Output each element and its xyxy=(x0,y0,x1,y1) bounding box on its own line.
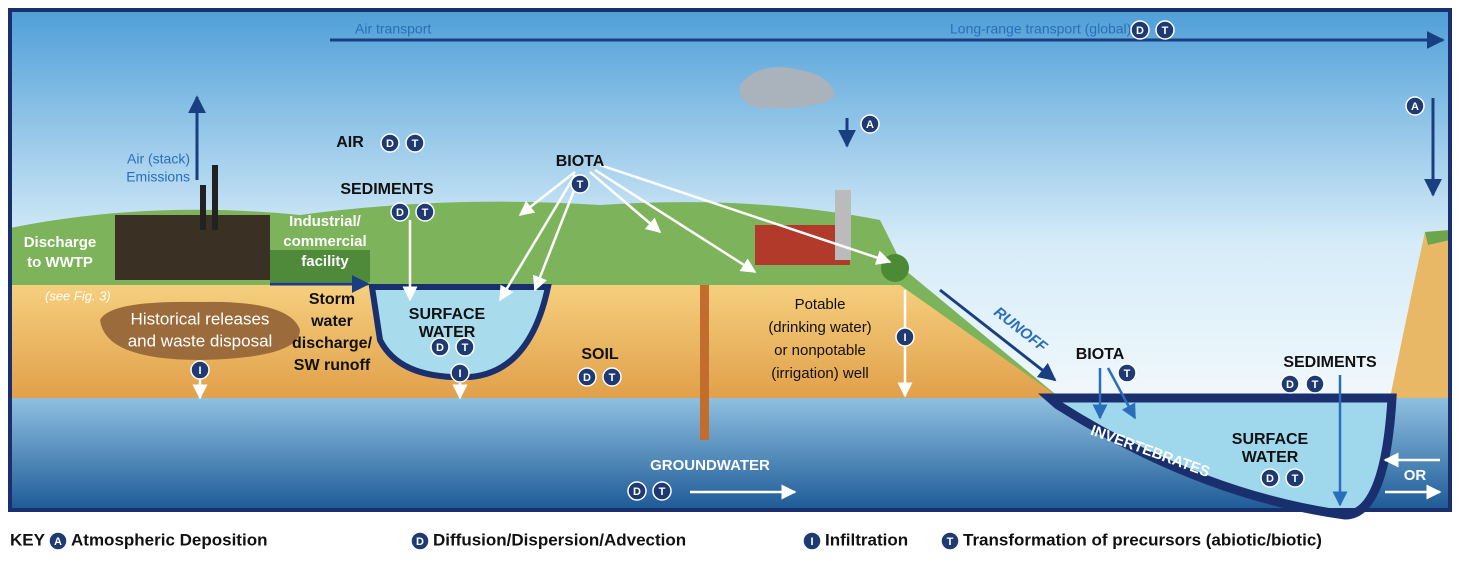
label: discharge/ xyxy=(292,335,373,352)
label: BIOTA xyxy=(1076,346,1125,363)
label: and waste disposal xyxy=(128,331,273,350)
label: GROUNDWATER xyxy=(650,457,770,474)
badge-letter: D xyxy=(583,372,591,384)
badge-letter: D xyxy=(1286,379,1294,391)
badge-letter: A xyxy=(54,536,62,548)
badge-letter: D xyxy=(396,207,404,219)
badge-letter: T xyxy=(659,486,666,498)
badge-letter: D xyxy=(1136,25,1144,37)
label: SURFACE xyxy=(1232,431,1309,448)
badge-letter: I xyxy=(198,365,201,377)
badge-letter: T xyxy=(462,342,469,354)
badge-letter: T xyxy=(1162,25,1169,37)
label: SEDIMENTS xyxy=(340,181,434,198)
badge-letter: D xyxy=(633,486,641,498)
label: Emissions xyxy=(126,169,190,185)
badge-letter: D xyxy=(1266,473,1274,485)
label: AIR xyxy=(336,134,364,151)
label: Potable xyxy=(795,296,846,313)
badge-letter: T xyxy=(577,179,584,191)
badge-letter: I xyxy=(903,332,906,344)
badge-letter: A xyxy=(1411,101,1419,113)
badge-letter: D xyxy=(386,138,394,150)
label: Long-range transport (global) xyxy=(950,21,1131,37)
label: Air transport xyxy=(355,21,431,37)
key-title: KEY xyxy=(10,530,46,549)
key-text: Infiltration xyxy=(825,530,908,549)
label: Air (stack) xyxy=(127,151,190,167)
label: commercial xyxy=(283,233,366,250)
key-text: Atmospheric Deposition xyxy=(71,530,267,549)
badge-letter: T xyxy=(609,372,616,384)
label: or nonpotable xyxy=(774,342,866,359)
badge-letter: D xyxy=(416,536,424,548)
key-text: Diffusion/Dispersion/Advection xyxy=(433,530,686,549)
badge-letter: T xyxy=(1292,473,1299,485)
label: water xyxy=(310,313,353,330)
label: facility xyxy=(301,253,349,270)
diagram: Air transport Long-range transport (globa… xyxy=(0,0,1460,556)
label: Historical releases xyxy=(131,309,270,328)
badge-letter: T xyxy=(1312,379,1319,391)
badge-letter: T xyxy=(947,536,954,548)
badge-letter: T xyxy=(422,207,429,219)
label: SEDIMENTS xyxy=(1283,354,1377,371)
label: SURFACE xyxy=(409,306,486,323)
label: Storm xyxy=(309,291,355,308)
badge-letter: T xyxy=(412,138,419,150)
badge-letter: T xyxy=(1124,368,1131,380)
badge-letter: D xyxy=(436,342,444,354)
label: BIOTA xyxy=(556,153,605,170)
label: OR xyxy=(1404,467,1427,484)
label: (see Fig. 3) xyxy=(45,288,111,303)
label: (irrigation) well xyxy=(771,365,869,382)
label: to WWTP xyxy=(27,254,93,271)
label: WATER xyxy=(1242,449,1299,466)
badge-letter: A xyxy=(866,119,874,131)
label: SW runoff xyxy=(294,357,371,374)
badge-letter: I xyxy=(458,368,461,380)
label: SOIL xyxy=(581,346,619,363)
badge-letter: I xyxy=(810,536,813,548)
label: (drinking water) xyxy=(768,319,871,336)
key-text: Transformation of precursors (abiotic/bi… xyxy=(963,530,1322,549)
label: Industrial/ xyxy=(289,213,362,230)
label: Discharge xyxy=(24,234,97,251)
